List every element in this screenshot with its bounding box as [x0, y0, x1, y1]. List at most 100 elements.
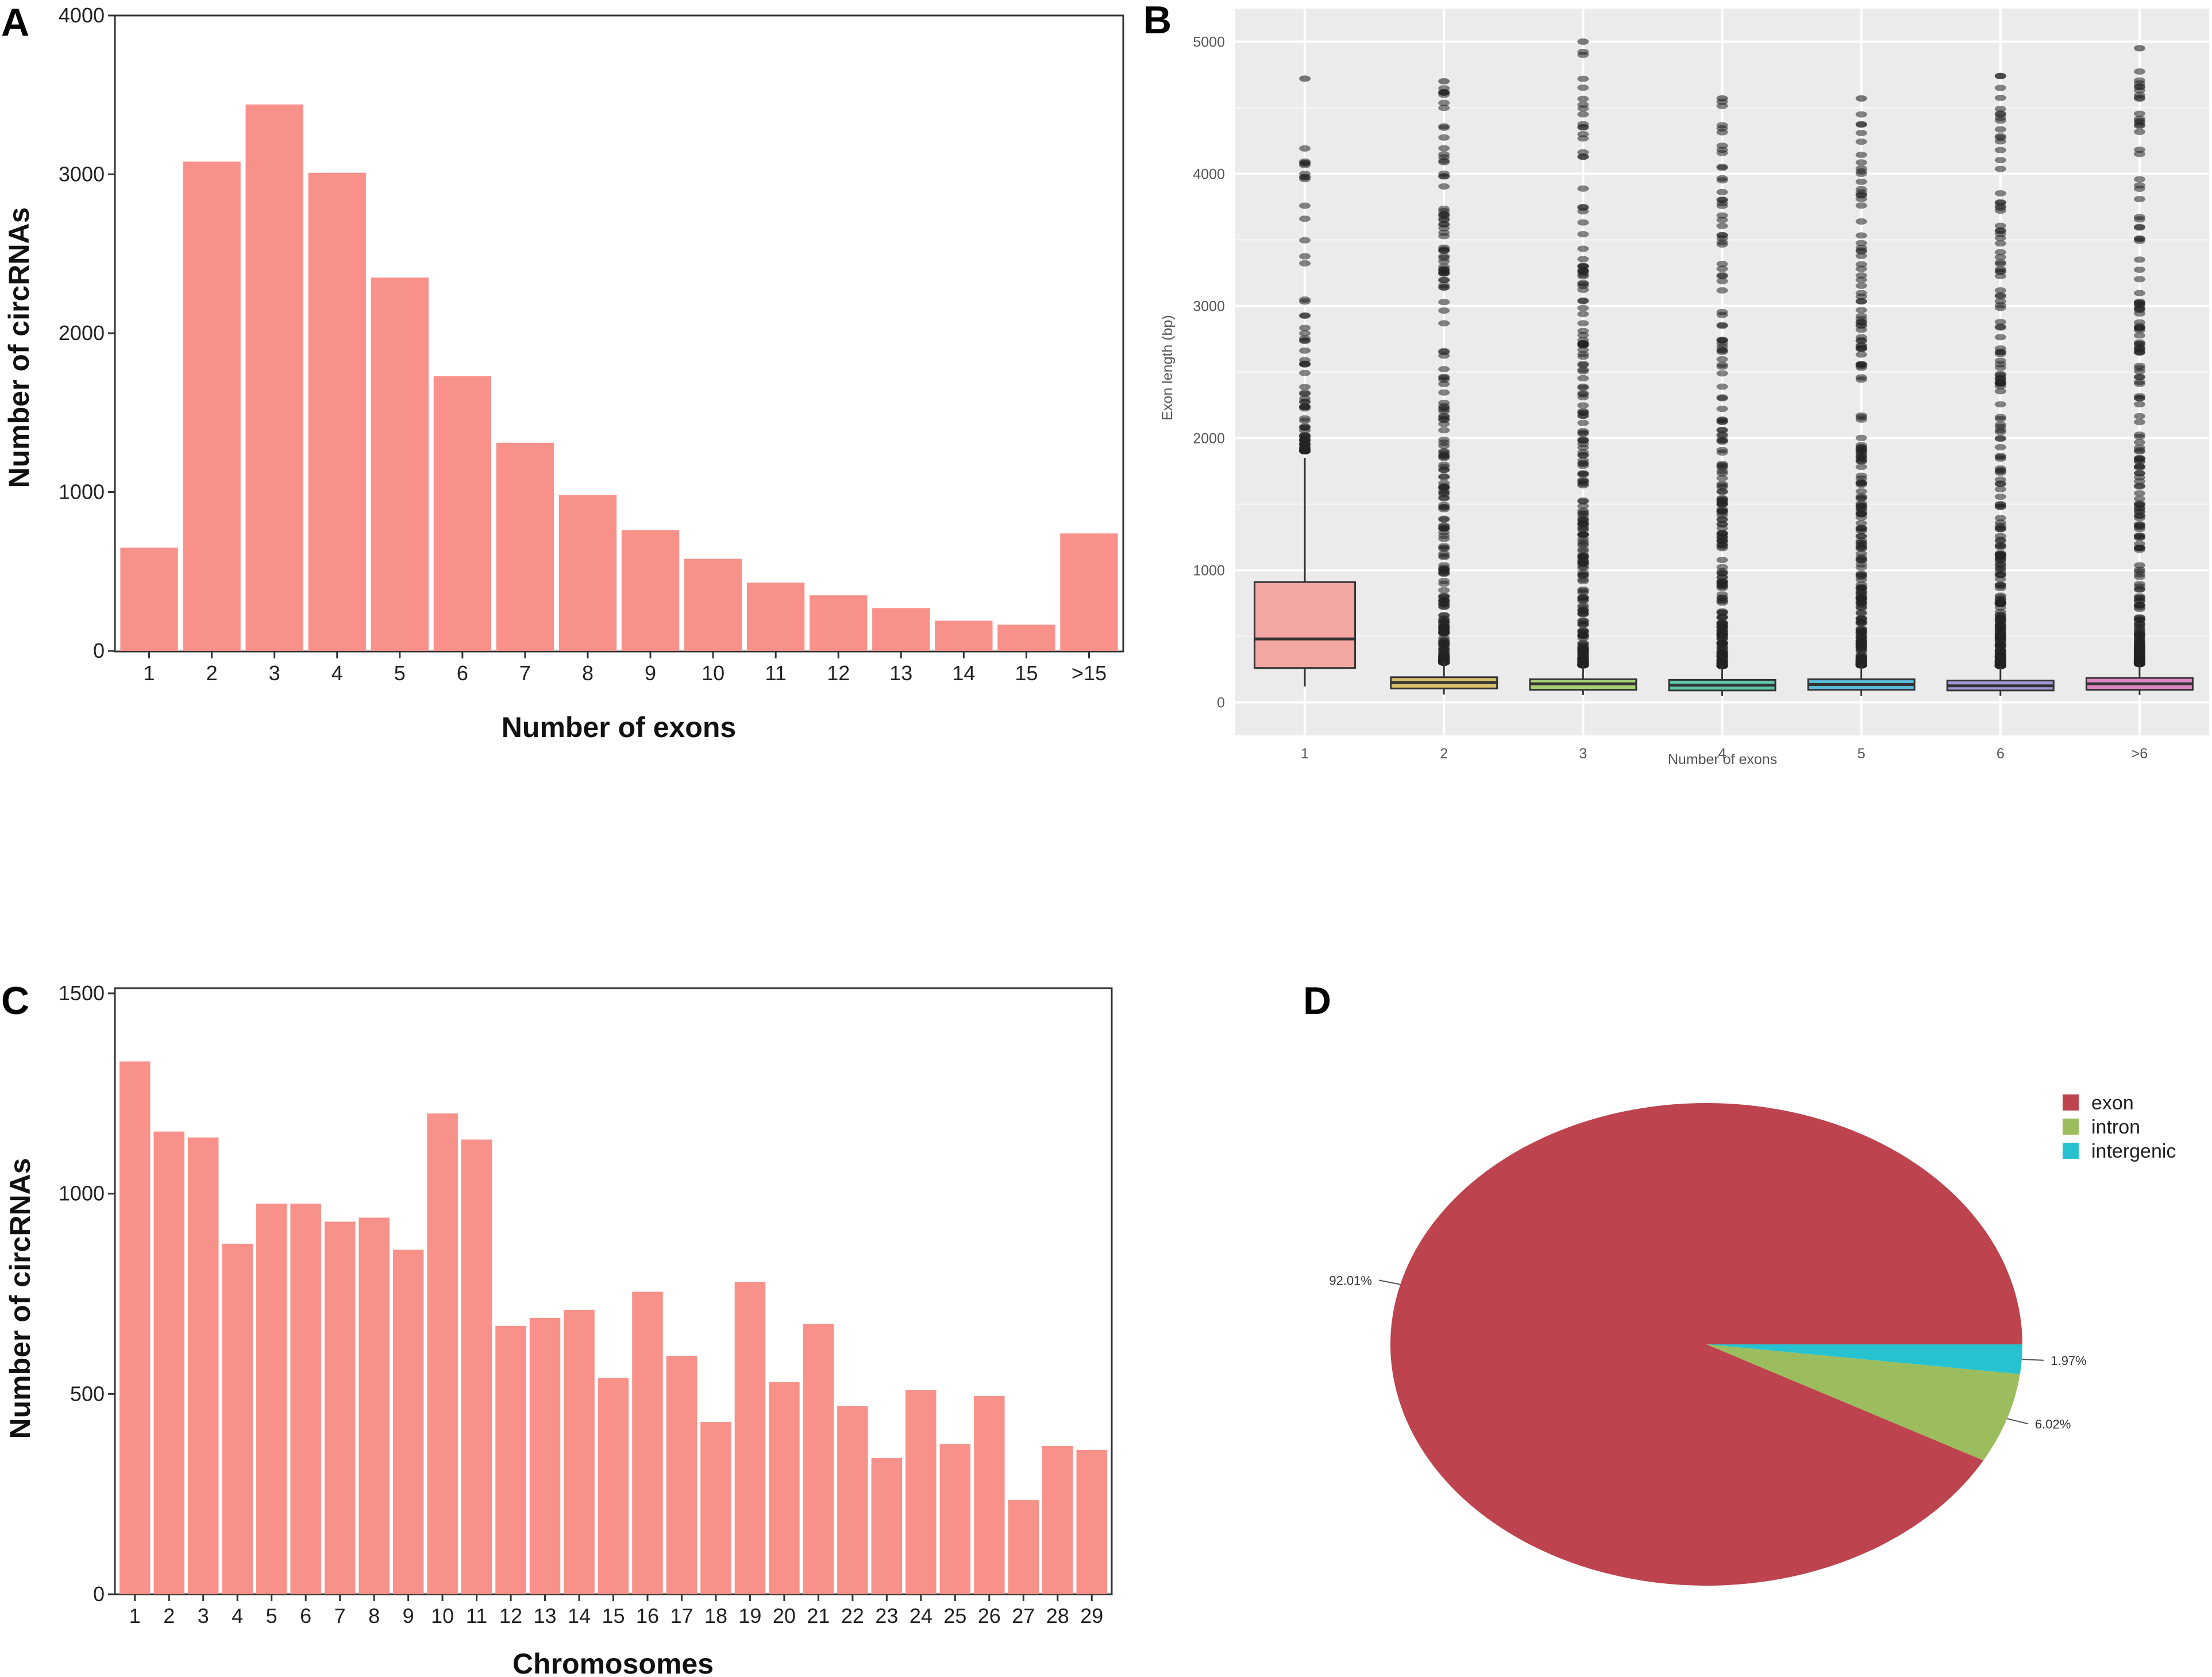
- panel-b-outlier-point: [1855, 647, 1867, 654]
- panel-b-outlier-point: [1994, 427, 2006, 434]
- panel-b-outlier-point: [2133, 237, 2145, 244]
- panel-b-outlier-point: [1299, 312, 1311, 319]
- panel-b-outlier-point: [1716, 580, 1728, 587]
- panel-b-outlier-point: [1855, 202, 1867, 209]
- panel-b-outlier-point: [1577, 535, 1589, 542]
- panel-a-bars: [120, 104, 1118, 651]
- panel-b-outlier-point: [1299, 417, 1311, 424]
- panel-b-outlier-point: [1577, 441, 1589, 448]
- panel-b-outlier-point: [1855, 615, 1867, 622]
- panel-c-bar: [392, 1250, 424, 1594]
- panel-b-outlier-point: [1994, 249, 2006, 256]
- panel-b-outlier-point: [2133, 448, 2145, 455]
- panel-c-x-tick-label: 29: [1080, 1604, 1103, 1628]
- panel-b-outlier-point: [1855, 313, 1867, 319]
- panel-b-outlier-point: [1438, 646, 1450, 653]
- panel-c-bar: [939, 1444, 971, 1594]
- panel-b-outlier-point: [1438, 414, 1450, 421]
- panel-b-outlier-point: [1855, 307, 1867, 314]
- panel-b-outlier-point: [1716, 508, 1728, 515]
- panel-b-outlier-point: [1438, 207, 1450, 214]
- panel-b-outlier-point: [2133, 341, 2145, 348]
- panel-b-outlier-point: [1994, 126, 2006, 133]
- panel-a-x-tick-label: 2: [206, 661, 218, 685]
- panel-b-outlier-point: [1994, 319, 2006, 326]
- panel-b-outlier-point: [1716, 585, 1728, 592]
- panel-b-outlier-point: [1716, 418, 1728, 425]
- panel-c-x-tick-label: 21: [807, 1604, 830, 1628]
- panel-b-outlier-point: [1577, 368, 1589, 375]
- panel-b-outlier-point: [1855, 539, 1867, 546]
- panel-b-outlier-point: [1994, 421, 2006, 428]
- panel-b-outlier-point: [1299, 145, 1311, 152]
- panel-b-outlier-point: [1577, 320, 1589, 327]
- panel-b-outlier-point: [1855, 240, 1867, 246]
- panel-b-outlier-point: [1577, 617, 1589, 624]
- panel-c-x-tick-label: 2: [163, 1604, 175, 1628]
- panel-b-outlier-point: [1716, 287, 1728, 294]
- panel-b-outlier-point: [1855, 351, 1867, 358]
- panel-b-outlier-point: [1994, 222, 2006, 229]
- panel-c-bar: [803, 1324, 834, 1594]
- panel-b-outlier-point: [1994, 653, 2006, 660]
- panel-b-outlier-point: [1299, 237, 1311, 244]
- panel-b-outlier-point: [2133, 380, 2145, 387]
- panel-c-bar: [666, 1356, 697, 1594]
- panel-b-outlier-point: [1716, 261, 1728, 268]
- panel-b-outlier-point: [1716, 632, 1728, 639]
- panel-b-outlier-point: [1855, 464, 1867, 471]
- panel-b-outlier-point: [1994, 570, 2006, 577]
- panel-b-outlier-point: [1438, 474, 1450, 481]
- panel-b-outlier-point: [1994, 133, 2006, 140]
- panel-b-outlier-point: [1994, 234, 2006, 241]
- panel-b-outlier-point: [2133, 545, 2145, 552]
- panel-c-bar: [871, 1458, 903, 1594]
- panel-a-x-axis: 1 2 3 4 5 6 7 8 9 10 11 12 13 14 15 >15: [144, 651, 1107, 685]
- panel-a-x-tick-label: 4: [332, 661, 343, 685]
- panel-a-x-tick-label: 10: [702, 661, 725, 685]
- panel-b-outlier-point: [1855, 293, 1867, 300]
- panel-b-outlier-point: [1855, 581, 1867, 588]
- panel-b-y-tick-label: 4000: [1193, 167, 1225, 183]
- panel-b-outlier-point: [1299, 325, 1311, 331]
- panel-b-outlier-point: [1577, 297, 1589, 304]
- panel-b-boxes: [1254, 458, 2194, 696]
- panel-b-outlier-point: [1994, 84, 2006, 91]
- panel-b-outlier-point: [1855, 345, 1867, 352]
- panel-a-y-tick-label: 3000: [59, 163, 105, 186]
- panel-b-box: [1254, 581, 1357, 669]
- panel-b-outlier-point: [2133, 345, 2145, 352]
- panel-b-outlier-point: [2133, 495, 2145, 502]
- panel-b-outlier-point: [1438, 349, 1450, 356]
- panel-b-outlier-point: [1994, 111, 2006, 118]
- panel-b-outlier-point: [1299, 347, 1311, 354]
- panel-d-label-leader: [2021, 1358, 2044, 1361]
- panel-b-outlier-point: [1577, 263, 1589, 269]
- panel-b-outlier-point: [1855, 495, 1867, 502]
- panel-b-outlier-point: [1716, 212, 1728, 219]
- panel-b-outlier-point: [1716, 177, 1728, 184]
- panel-b-outlier-point: [2133, 151, 2145, 157]
- panel-b-outlier-point: [1438, 601, 1450, 608]
- panel-c-x-tick-label: 11: [466, 1604, 487, 1628]
- panel-c-bar: [427, 1113, 458, 1594]
- panel-b-y-tick-label: 3000: [1193, 299, 1225, 315]
- panel-c-x-tick-label: 28: [1046, 1604, 1069, 1628]
- panel-b-outlier-point: [1299, 330, 1311, 337]
- panel-b-outlier-point: [1438, 619, 1450, 626]
- panel-b-outlier-point: [2133, 646, 2145, 653]
- panel-b-outlier-point: [1438, 145, 1450, 152]
- panel-b-outlier-point: [1577, 520, 1589, 527]
- panel-b-outlier-point: [1716, 557, 1728, 564]
- panel-b-outlier-point: [1855, 570, 1867, 577]
- panel-b-outlier-point: [1855, 322, 1867, 329]
- panel-b-outlier-point: [1299, 424, 1311, 431]
- panel-b-outlier-point: [2133, 276, 2145, 283]
- panel-b-outlier-point: [1299, 296, 1311, 303]
- panel-a-y-tick-label: 1000: [59, 480, 105, 504]
- panel-b-outlier-point: [1577, 572, 1589, 579]
- panel-b-outlier-point: [1716, 480, 1728, 487]
- panel-b-outlier-point: [1716, 470, 1728, 477]
- panel-b-outlier-point: [1438, 170, 1450, 177]
